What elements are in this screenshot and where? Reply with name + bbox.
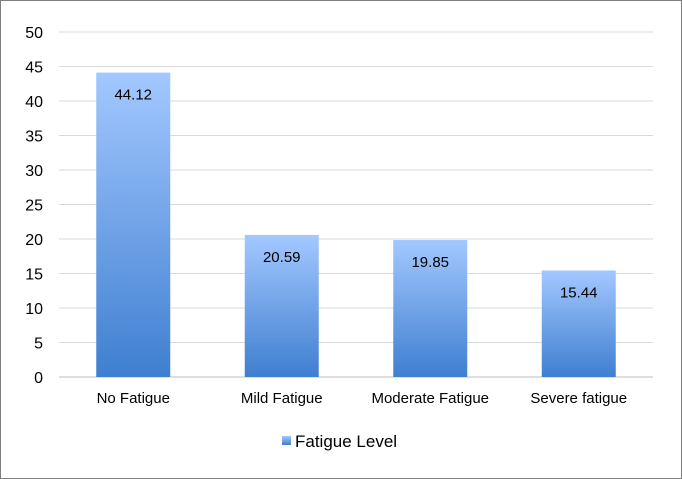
category-label: No Fatigue	[97, 390, 170, 407]
bar	[244, 234, 319, 377]
bar	[96, 72, 171, 378]
data-label: 19.85	[411, 254, 449, 271]
legend-swatch	[282, 436, 291, 445]
y-tick-label: 45	[25, 60, 43, 77]
y-tick-label: 50	[25, 25, 43, 42]
data-label: 44.12	[114, 87, 152, 104]
y-tick-label: 20	[25, 232, 43, 249]
legend-label: Fatigue Level	[295, 432, 397, 451]
category-label: Severe fatigue	[530, 390, 627, 407]
category-label: Moderate Fatigue	[371, 390, 489, 407]
y-tick-label: 30	[25, 163, 43, 180]
y-tick-label: 5	[34, 336, 43, 353]
y-tick-label: 35	[25, 129, 43, 146]
y-tick-label: 25	[25, 198, 43, 215]
y-tick-label: 15	[25, 267, 43, 284]
y-tick-label: 10	[25, 301, 43, 318]
y-tick-label: 0	[34, 370, 43, 387]
y-tick-label: 40	[25, 94, 43, 111]
data-label: 15.44	[560, 284, 598, 301]
bar	[541, 270, 616, 377]
bar	[393, 240, 468, 377]
data-label: 20.59	[263, 249, 301, 266]
category-label: Mild Fatigue	[241, 390, 323, 407]
